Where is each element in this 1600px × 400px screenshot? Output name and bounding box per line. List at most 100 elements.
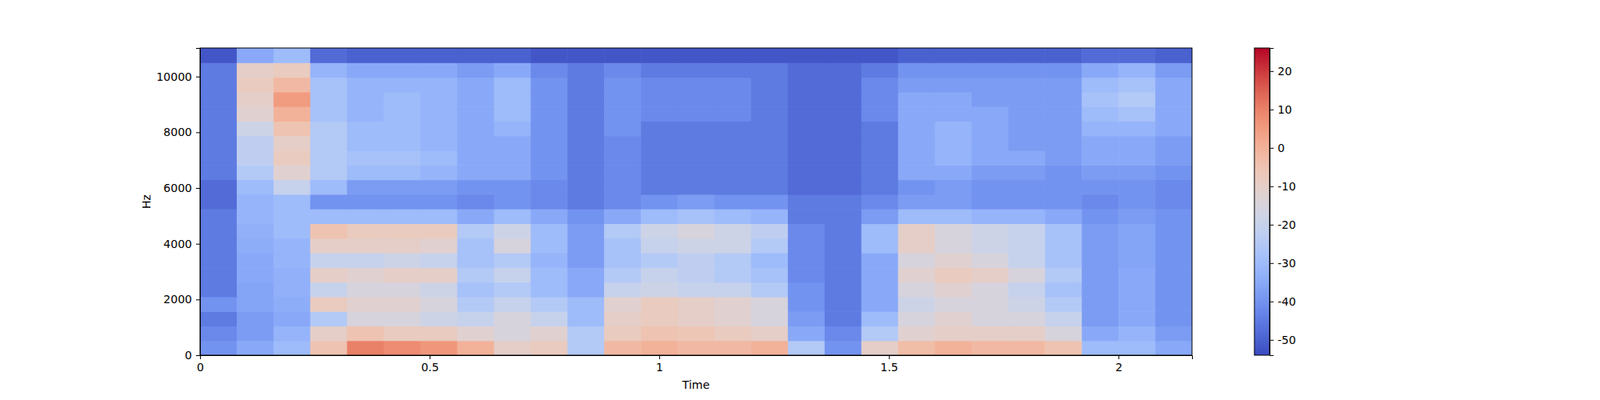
cell [788, 120, 826, 136]
cell [935, 296, 973, 312]
cell [384, 106, 422, 122]
cell [714, 48, 752, 64]
cell [273, 164, 312, 180]
cell [788, 92, 826, 108]
cell [420, 208, 459, 224]
cell [751, 208, 789, 224]
cell [1081, 208, 1120, 224]
cell [604, 282, 642, 298]
cell [273, 106, 312, 122]
cell [714, 238, 752, 254]
cell [567, 62, 605, 78]
cell [971, 48, 1009, 64]
cell [1081, 164, 1120, 180]
cell [788, 282, 826, 298]
cell [567, 106, 605, 122]
cell [310, 150, 348, 166]
cell [898, 340, 936, 356]
tick-mark [1269, 148, 1274, 149]
cell [1044, 136, 1083, 152]
cell [788, 77, 826, 93]
tick: 0.5 [420, 355, 439, 374]
cell [1044, 62, 1083, 78]
cell [567, 92, 605, 108]
cell [310, 136, 348, 152]
cell [347, 120, 385, 136]
cell [824, 267, 863, 283]
tick: 2 [1115, 355, 1123, 374]
cell [567, 267, 605, 283]
cell [530, 325, 568, 341]
cell [310, 325, 348, 341]
cell [751, 136, 789, 152]
cell [1155, 48, 1192, 64]
cell [236, 106, 275, 122]
cell [1081, 106, 1120, 122]
plot-frame [200, 48, 1192, 356]
cell [1155, 92, 1192, 108]
cell [347, 106, 385, 122]
cell [347, 325, 385, 341]
cell [861, 267, 900, 283]
cell [567, 164, 605, 180]
cell [236, 252, 275, 268]
cell [310, 164, 348, 180]
cell [456, 340, 495, 356]
cell [971, 296, 1009, 312]
cell [788, 150, 826, 166]
cell [604, 252, 642, 268]
cell [714, 296, 752, 312]
cell [971, 120, 1009, 136]
tick: 10 [1269, 103, 1292, 116]
cell [1044, 106, 1083, 122]
cell [935, 223, 973, 239]
cell [420, 194, 459, 210]
colorbar-axis: -50-40-30-20-1001020 [1269, 48, 1296, 356]
cell [200, 252, 238, 268]
cell [898, 48, 936, 64]
cell [861, 136, 900, 152]
cell [530, 180, 568, 196]
cell [456, 164, 495, 180]
cell [567, 325, 605, 341]
tick-mark [196, 355, 200, 356]
cell [640, 92, 679, 108]
cell [200, 150, 238, 166]
cell [751, 296, 789, 312]
cell [898, 238, 936, 254]
cell [1044, 238, 1083, 254]
cell [456, 180, 495, 196]
cell [971, 325, 1009, 341]
tick-mark [196, 299, 200, 300]
cell [273, 267, 312, 283]
cell [347, 180, 385, 196]
cell [456, 267, 495, 283]
cell [1118, 223, 1156, 239]
cell [273, 223, 312, 239]
cell [824, 62, 863, 78]
cell [530, 106, 568, 122]
cell [1155, 296, 1192, 312]
cell [677, 252, 716, 268]
tick-label: 0.5 [420, 360, 439, 374]
tick-mark [196, 76, 200, 78]
cell [493, 92, 532, 108]
cell [236, 208, 275, 224]
cell [273, 48, 312, 64]
cell [714, 208, 752, 224]
cell [384, 325, 422, 341]
cell [1044, 340, 1083, 356]
cell [1118, 208, 1156, 224]
cell [273, 136, 312, 152]
tick: 8000 [163, 125, 200, 139]
cell [677, 92, 716, 108]
tick-mark [1269, 301, 1274, 303]
cell [420, 77, 459, 93]
cell [310, 62, 348, 78]
cell [530, 311, 568, 327]
cell [347, 311, 385, 327]
cell [1081, 136, 1120, 152]
cell [714, 180, 752, 196]
tick-label: 2 [1115, 360, 1123, 374]
cell [788, 62, 826, 78]
